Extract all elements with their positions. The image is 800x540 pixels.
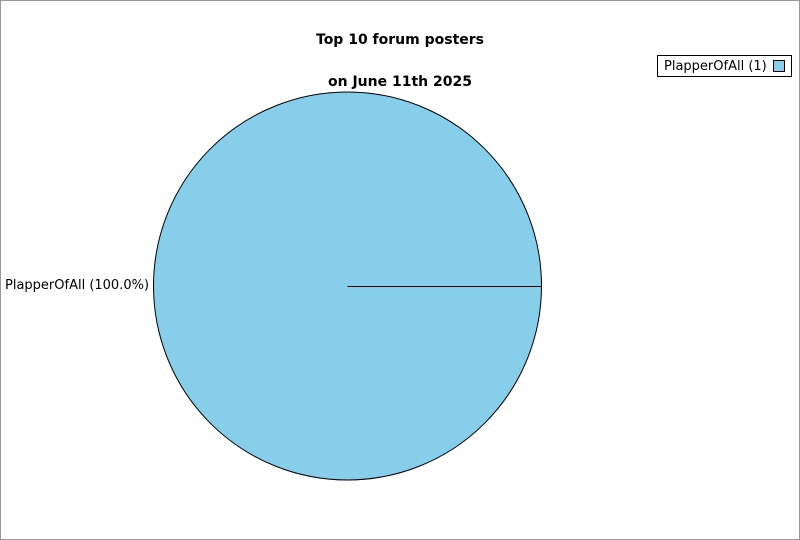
legend-entry-label: PlapperOfAll (1) [664,58,767,74]
chart-title-line2: on June 11th 2025 [328,74,472,90]
legend-swatch-icon [772,60,785,72]
legend-box: PlapperOfAll (1) [657,55,792,77]
chart-title-line1: Top 10 forum posters [316,32,484,48]
chart-title: Top 10 forum posters on June 11th 2025 [1,5,799,117]
pie-slice-outside-label: PlapperOfAll (100.0%) [5,278,150,293]
